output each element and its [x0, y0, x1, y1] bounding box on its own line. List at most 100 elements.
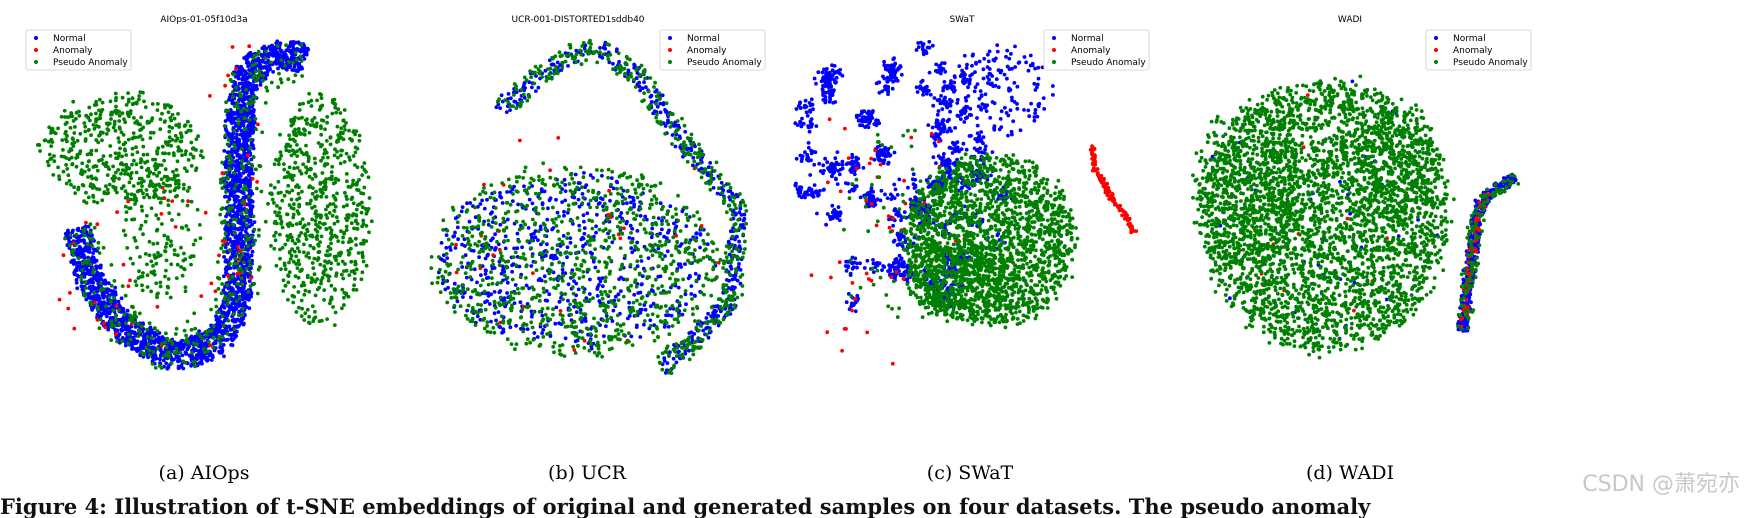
point — [93, 176, 98, 181]
point — [98, 317, 103, 322]
point — [243, 75, 248, 80]
point — [193, 359, 198, 364]
point — [354, 207, 359, 212]
point — [240, 99, 245, 104]
point — [233, 146, 237, 150]
point — [192, 311, 197, 316]
point — [198, 334, 203, 339]
point — [151, 171, 156, 176]
point — [83, 129, 88, 134]
point — [124, 218, 128, 222]
point — [334, 254, 339, 259]
point — [129, 176, 134, 181]
point — [234, 85, 239, 90]
point — [150, 116, 155, 121]
point — [453, 230, 457, 235]
point — [214, 318, 219, 322]
point — [226, 73, 231, 78]
point — [246, 101, 251, 106]
point — [213, 339, 218, 344]
point — [67, 179, 72, 183]
point — [159, 177, 164, 182]
point — [209, 281, 214, 286]
point — [86, 115, 90, 120]
point — [518, 300, 523, 305]
point — [459, 209, 464, 214]
point — [217, 276, 222, 281]
point — [80, 268, 84, 272]
point — [497, 290, 502, 295]
point — [277, 71, 281, 76]
point — [472, 267, 477, 272]
point — [658, 274, 663, 279]
point — [693, 294, 697, 298]
point — [258, 83, 263, 87]
point — [469, 295, 473, 300]
point — [68, 126, 73, 130]
point — [166, 277, 171, 281]
point — [542, 189, 547, 194]
point — [639, 282, 644, 287]
point — [138, 255, 142, 259]
point — [336, 139, 340, 144]
point — [272, 246, 277, 251]
point — [116, 136, 121, 141]
point — [252, 220, 257, 225]
point — [597, 276, 601, 281]
point — [174, 123, 179, 127]
point — [445, 256, 450, 260]
point — [231, 94, 235, 99]
point — [499, 93, 504, 98]
point — [103, 164, 108, 169]
point — [135, 245, 139, 250]
point — [242, 300, 247, 305]
point — [160, 111, 164, 116]
point — [222, 274, 226, 279]
point — [280, 225, 285, 230]
point — [100, 198, 105, 203]
point — [156, 196, 161, 201]
point — [225, 142, 230, 147]
point — [155, 241, 160, 246]
point — [348, 158, 352, 162]
point — [108, 153, 113, 158]
point — [258, 65, 262, 70]
point — [600, 276, 605, 280]
point — [243, 187, 248, 192]
point — [166, 285, 171, 290]
point — [147, 348, 152, 353]
point — [121, 324, 125, 329]
point — [648, 318, 653, 323]
point — [95, 289, 100, 294]
point — [317, 250, 322, 254]
point — [341, 118, 346, 123]
point — [234, 299, 239, 303]
point — [174, 138, 178, 143]
point — [276, 191, 281, 196]
point — [117, 119, 122, 123]
point — [234, 182, 239, 187]
point — [92, 199, 96, 204]
point — [353, 219, 358, 224]
point — [346, 252, 351, 257]
point — [290, 188, 295, 193]
point — [92, 260, 97, 264]
point — [291, 54, 295, 59]
point — [220, 346, 224, 350]
point — [71, 248, 76, 252]
point — [287, 165, 292, 170]
point — [191, 154, 196, 159]
point — [236, 71, 240, 76]
point — [313, 309, 317, 314]
point — [218, 341, 223, 345]
point — [213, 289, 218, 294]
point — [244, 91, 249, 95]
point — [263, 76, 268, 81]
point — [127, 180, 132, 185]
point — [112, 279, 117, 283]
point — [582, 226, 587, 231]
point — [73, 125, 77, 129]
point — [189, 363, 194, 368]
point — [250, 176, 255, 181]
point — [97, 326, 102, 331]
